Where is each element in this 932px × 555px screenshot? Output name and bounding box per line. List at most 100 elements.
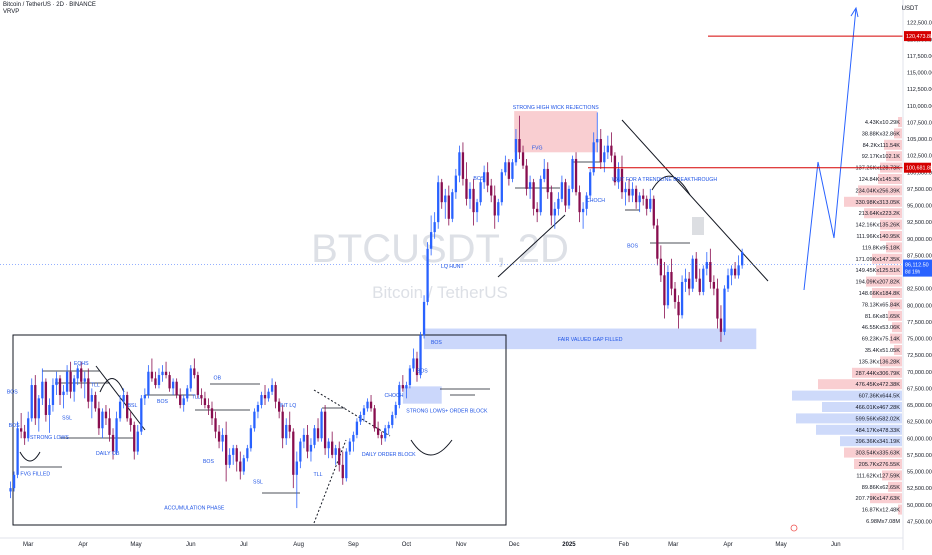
candle-body-181 [649,198,652,209]
candle-body-89 [323,411,327,449]
candle-body-190 [680,281,684,316]
price-tick-1: 50,000.00 [907,503,932,509]
candle-body-81 [295,461,298,475]
annotation-18: SSL [253,479,263,485]
candle-body-162 [581,208,585,213]
price-tick-7: 65,000.00 [907,403,932,409]
candle-body-54 [200,395,203,399]
candle-body-206 [737,265,740,276]
candle-body-130 [468,188,472,199]
price-tick-18: 92,500.00 [907,220,932,226]
candle-body-185 [663,275,666,306]
candle-body-53 [196,375,200,396]
volume-bar-6 [858,185,902,196]
annotation-3: FVG [532,146,543,152]
candle-body-103 [373,408,376,429]
candle-body-73 [267,391,270,399]
candle-body-5 [27,418,30,439]
price-tag-upper: 120,473.88 [906,34,932,40]
candle-body-86 [313,428,316,445]
candle-body-113 [408,368,412,386]
descending-trendline [621,119,769,282]
candle-body-102 [369,401,373,409]
annotation-7: FVG FILLED [20,471,50,477]
time-tick-2: May [130,542,141,548]
rounded-top-curve [651,175,691,196]
candle-body-60 [221,434,224,442]
candle-body-40 [150,371,154,379]
annotation-14: BOS [157,399,168,405]
volume-label-9: 142.16Kx135.26K [856,223,901,229]
zone-blue-2 [402,386,442,404]
candle-body-9 [41,381,44,399]
price-tick-17: 90,000.00 [907,237,932,243]
volume-label-13: 149.45Kx125.51K [856,268,901,274]
candle-body-109 [394,405,397,415]
zone-label-1: FAIR VALUED GAP FILLED [558,337,623,343]
price-tick-3: 55,000.00 [907,470,932,476]
indicator-label[interactable]: VRVP [3,9,20,15]
accumulation-box [12,334,507,526]
candle-body-136 [490,185,493,196]
volume-bar-34 [898,504,902,515]
time-tick-1: Apr [78,542,87,548]
candle-body-2 [16,428,19,475]
annotation-22: BOS [9,423,20,429]
candle-body-115 [415,358,419,376]
price-tag-upper-bg [904,31,931,42]
candle-body-50 [186,388,189,399]
volume-bar-3 [886,151,902,162]
price-tick-30: 122,500.00 [907,21,932,27]
annotation-8: STRONG LOWS [30,435,69,441]
candle-body-164 [589,172,592,196]
currency-label: USDT [901,6,918,12]
candle-body-7 [34,385,37,419]
candle-body-43 [161,371,164,376]
volume-label-32: 89.86Kx62.65K [862,485,901,491]
volume-label-33: 207.79Kx147.63K [856,496,901,502]
volume-label-14: 194.09Kx207.82K [856,280,901,286]
volume-label-31: 111.62Kx127.59K [856,473,900,479]
volume-bar-26 [796,413,902,424]
candle-body-35 [133,424,136,452]
candle-body-152 [546,168,549,193]
candle-body-204 [730,268,733,276]
candle-body-121 [437,182,440,223]
volume-bar-18 [892,322,902,333]
time-tick-5: Aug [293,542,304,548]
candle-body-153 [550,192,553,216]
dotted-trendline [313,389,391,437]
projection-arrowhead [850,6,859,18]
candle-body-61 [224,434,228,465]
candle-body-151 [543,168,546,179]
chart-header: Bitcoin / TetherUS · 2D · BINANCE VRVP [3,2,96,16]
candle-body-110 [398,385,401,405]
candle-body-173 [620,168,624,193]
candle-body-0 [9,488,12,492]
candle-body-24 [94,395,97,409]
daily-ob-curve [410,439,453,456]
price-tick-19: 95,000.00 [907,204,932,210]
volume-label-7: 330.98Kx313.05K [856,200,901,206]
candle-body-33 [126,395,129,419]
candle-body-143 [514,139,518,163]
candle-body-100 [362,408,366,415]
candle-body-131 [472,188,475,213]
time-tick-4: Jul [240,542,248,548]
candle-body-10 [44,381,48,415]
annotation-17: BOS [203,459,214,465]
price-tag-current-countdown: 8d 19h [905,270,921,276]
candle-body-116 [419,335,422,376]
candle-body-26 [101,411,104,429]
candle-body-39 [147,371,150,396]
volume-bar-22 [852,367,902,378]
volume-label-22: 287.44Kx306.79K [856,371,901,377]
candle-body-76 [278,401,281,412]
candle-body-114 [412,358,415,369]
time-tick-8: Nov [456,542,467,548]
time-tick-14: May [775,542,786,548]
volume-label-12: 171.09Kx147.35K [856,257,901,263]
volume-label-25: 466.01Kx467.28K [856,405,901,411]
